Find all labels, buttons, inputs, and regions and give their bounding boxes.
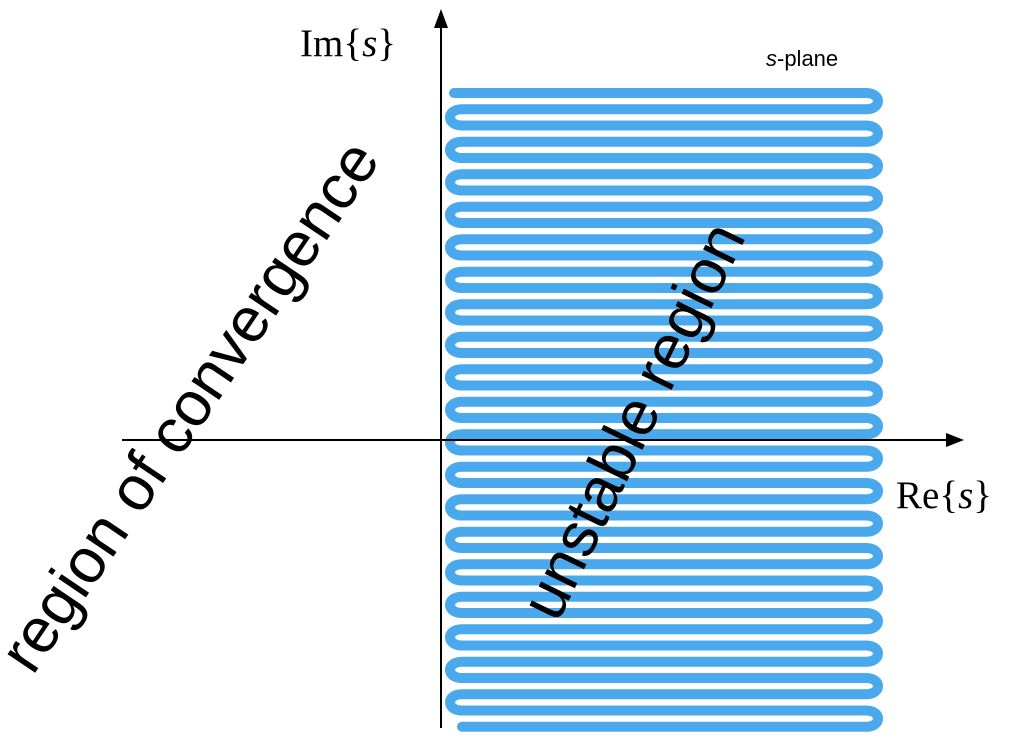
plane-label: s-plane	[766, 46, 838, 71]
imaginary-axis-label-open-brace: {	[343, 22, 362, 65]
imaginary-axis-label-variable: s	[362, 22, 377, 65]
imaginary-axis-label: Im{s}	[300, 22, 396, 65]
imaginary-axis-label-prefix: Im	[300, 22, 343, 65]
region-of-convergence-label: region of convergence	[0, 128, 393, 684]
real-axis-label-variable: s	[958, 474, 973, 517]
real-axis-label: Re{s}	[896, 474, 992, 517]
imaginary-axis-arrowhead	[434, 9, 448, 28]
real-axis-label-close-brace: }	[973, 474, 992, 517]
plane-label-variable: s	[766, 46, 777, 71]
plane-label-suffix: -plane	[777, 46, 838, 71]
imaginary-axis-label-close-brace: }	[377, 22, 396, 65]
real-axis-label-open-brace: {	[939, 474, 958, 517]
unstable-region-hatching	[445, 88, 883, 732]
real-axis-arrowhead	[946, 433, 964, 447]
real-axis-label-prefix: Re	[896, 474, 939, 517]
